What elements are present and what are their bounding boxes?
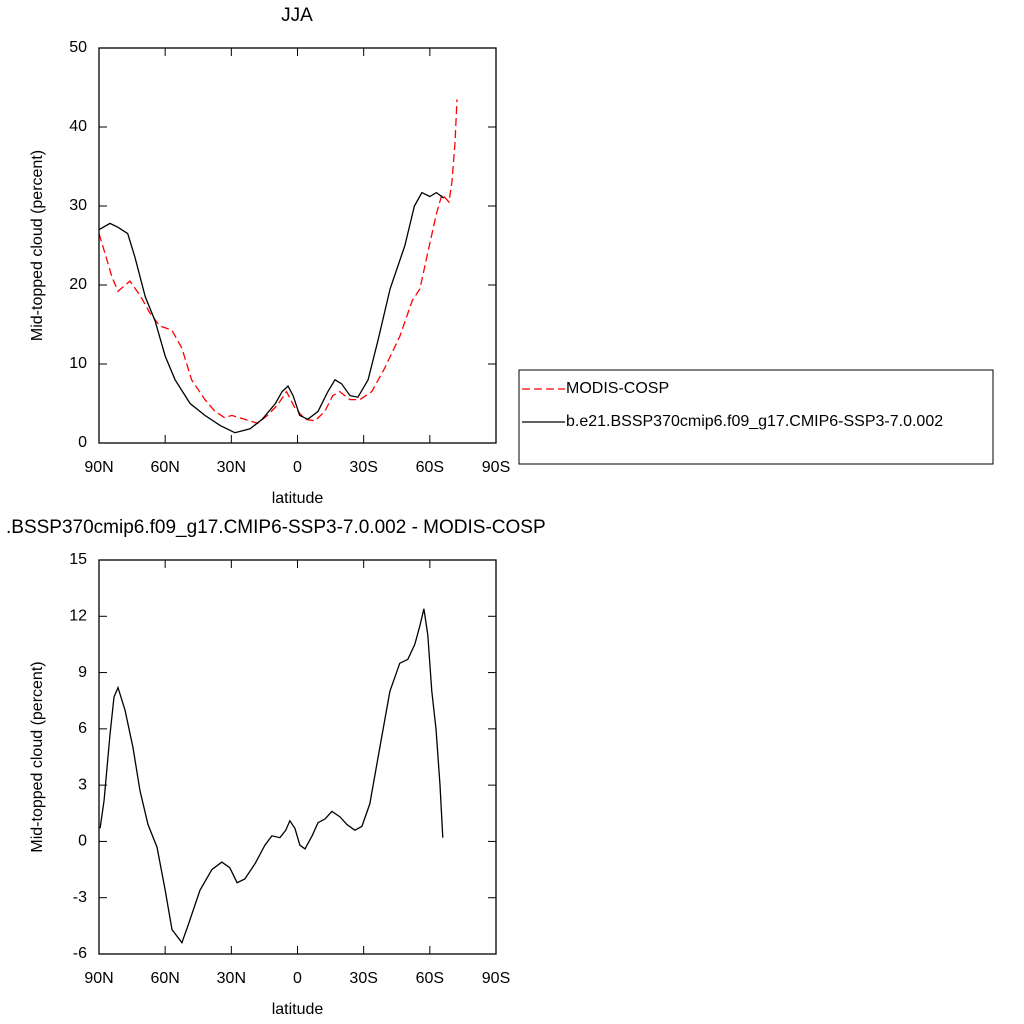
legend-label: MODIS-COSP: [566, 380, 669, 397]
x-tick-label: 90S: [482, 459, 510, 476]
x-tick-label: 60S: [416, 970, 444, 987]
x-tick-label: 90N: [84, 970, 113, 987]
x-axis-label: latitude: [272, 1001, 324, 1018]
data-line: [98, 191, 445, 434]
y-tick-label: 0: [78, 833, 87, 850]
x-tick-label: 30N: [217, 970, 246, 987]
x-tick-label: 60S: [416, 459, 444, 476]
x-tick-label: 30N: [217, 459, 246, 476]
chart-title: .BSSP370cmip6.f09_g17.CMIP6-SSP3-7.0.002…: [6, 517, 546, 538]
x-tick-label: 90N: [84, 459, 113, 476]
x-tick-label: 90S: [482, 970, 510, 987]
data-line: [98, 99, 458, 425]
x-tick-label: 0: [293, 970, 302, 987]
y-tick-label: 15: [69, 551, 87, 568]
y-tick-label: 12: [69, 608, 87, 625]
y-tick-label: 3: [78, 776, 87, 793]
x-tick-label: 60N: [150, 970, 179, 987]
x-tick-label: 0: [293, 459, 302, 476]
x-tick-label: 30S: [349, 970, 377, 987]
y-tick-label: 30: [69, 197, 87, 214]
y-tick-label: -6: [73, 945, 87, 962]
y-tick-label: 0: [78, 434, 87, 451]
plot-frame: [98, 47, 497, 444]
x-tick-label: 30S: [349, 459, 377, 476]
y-tick-label: -3: [73, 889, 87, 906]
x-axis-label: latitude: [272, 490, 324, 507]
y-tick-label: 50: [69, 39, 87, 56]
chart-title: JJA: [281, 5, 313, 26]
legend-label: b.e21.BSSP370cmip6.f09_g17.CMIP6-SSP3-7.…: [566, 413, 943, 430]
data-line: [99, 608, 444, 945]
y-tick-label: 20: [69, 276, 87, 293]
plot-frame: [98, 559, 497, 955]
y-tick-label: 6: [78, 720, 87, 737]
y-tick-label: 10: [69, 355, 87, 372]
y-tick-label: 9: [78, 664, 87, 681]
y-axis-label: Mid-topped cloud (percent): [29, 150, 46, 341]
x-tick-label: 60N: [150, 459, 179, 476]
y-axis-label: Mid-topped cloud (percent): [29, 661, 46, 852]
legend-box: [518, 369, 994, 465]
y-tick-label: 40: [69, 118, 87, 135]
